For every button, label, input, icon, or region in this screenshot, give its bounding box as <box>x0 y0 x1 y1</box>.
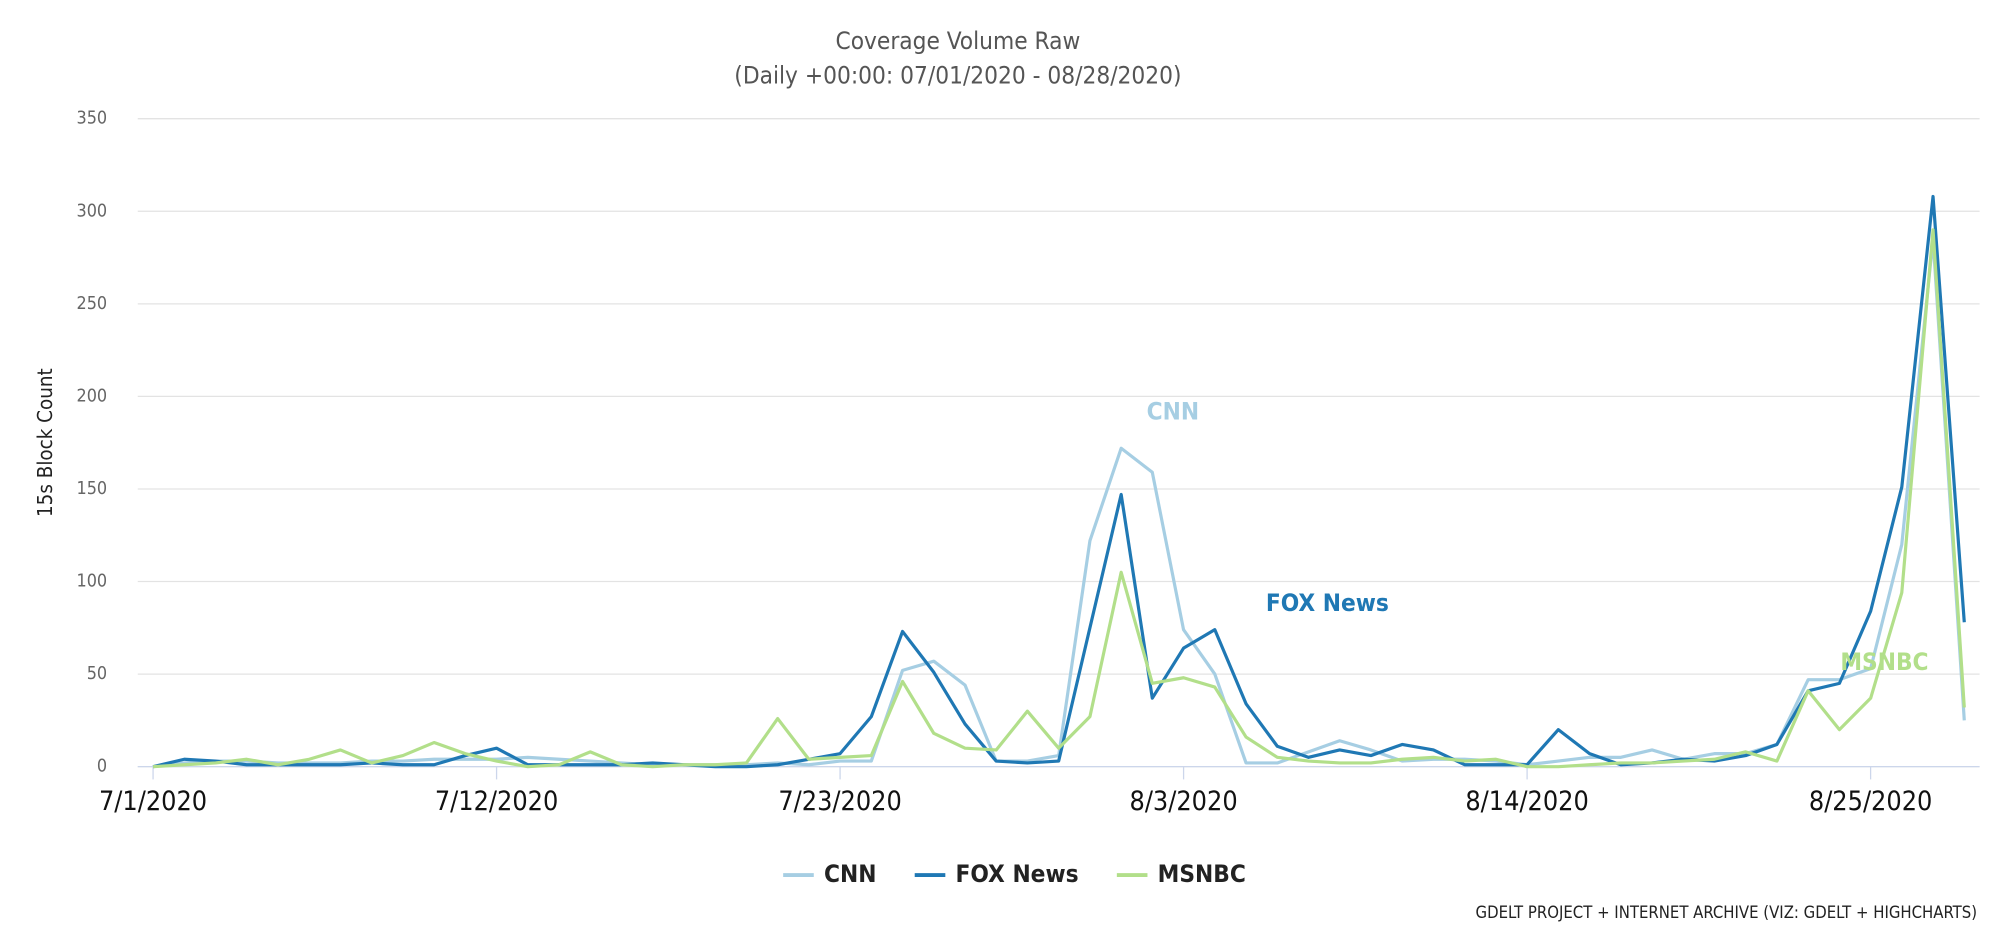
y-tick-label: 200 <box>77 385 108 406</box>
legend-label: CNN <box>824 860 876 888</box>
x-tick-label: 8/25/2020 <box>1809 786 1932 817</box>
series-line <box>152 194 1966 769</box>
legend-label: MSNBC <box>1158 860 1246 888</box>
y-tick-label: 150 <box>77 478 108 499</box>
y-tick-label: 0 <box>97 756 107 777</box>
y-tick-label: 250 <box>77 293 108 314</box>
credit: GDELT PROJECT + INTERNET ARCHIVE (VIZ: G… <box>1476 903 1977 922</box>
y-tick-label: 100 <box>77 571 108 592</box>
y-tick-label: 350 <box>77 108 108 129</box>
annotation: MSNBC <box>1840 648 1928 676</box>
x-tick-label: 8/3/2020 <box>1130 786 1238 817</box>
chart-subtitle: (Daily +00:00: 07/01/2020 - 08/28/2020) <box>734 62 1181 90</box>
annotation: FOX News <box>1266 589 1389 617</box>
y-axis-label: 15s Block Count <box>33 368 57 517</box>
x-tick-label: 7/1/2020 <box>99 786 207 817</box>
legend-label: FOX News <box>956 860 1079 888</box>
y-tick-label: 300 <box>77 200 108 221</box>
series-line <box>152 228 1966 769</box>
series-line <box>152 237 1966 769</box>
x-tick-label: 8/14/2020 <box>1465 786 1588 817</box>
x-tick-label: 7/12/2020 <box>435 786 558 817</box>
chart-title: Coverage Volume Raw <box>835 27 1080 55</box>
annotation: CNN <box>1147 398 1199 426</box>
x-tick-label: 7/23/2020 <box>778 786 901 817</box>
y-tick-label: 50 <box>87 663 107 684</box>
